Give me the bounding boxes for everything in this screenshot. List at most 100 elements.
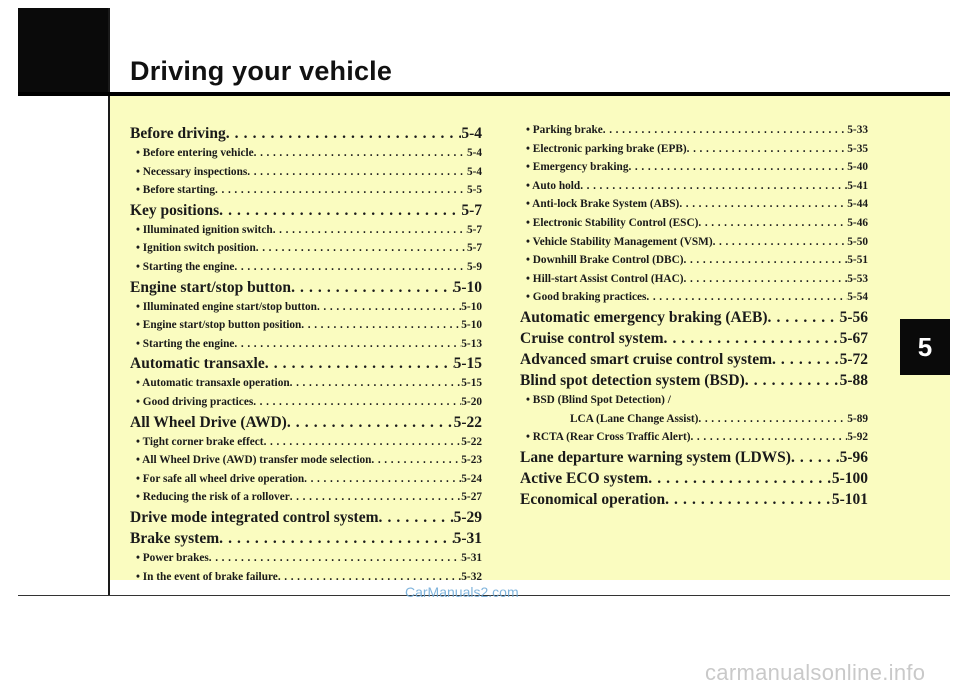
toc-page-number: 5-24	[461, 472, 482, 485]
toc-subsection-entry[interactable]: • Parking brake 5-33	[520, 121, 868, 140]
toc-subsection-entry[interactable]: • Before starting 5-5	[130, 181, 482, 200]
toc-section-entry[interactable]: Brake system 5-31	[130, 528, 482, 549]
toc-page-number: 5-29	[453, 508, 482, 526]
dot-leader	[768, 307, 840, 328]
toc-subsection-entry[interactable]: • Auto hold 5-41	[520, 177, 868, 196]
dot-leader	[745, 370, 840, 391]
toc-section-entry[interactable]: Blind spot detection system (BSD) 5-88	[520, 370, 868, 391]
toc-subsection-entry[interactable]: • Starting the engine 5-9	[130, 258, 482, 277]
toc-subsection-entry[interactable]: • Anti-lock Brake System (ABS) 5-44	[520, 195, 868, 214]
toc-entry-label: Lane departure warning system (LDWS)	[520, 448, 791, 466]
toc-page-number: 5-41	[847, 179, 868, 192]
toc-entry-label: Brake system	[130, 529, 220, 547]
toc-subsection-entry[interactable]: • Illuminated engine start/stop button 5-…	[130, 298, 482, 317]
toc-subsection-entry[interactable]: • Power brakes 5-31	[130, 549, 482, 568]
toc-subsection-entry[interactable]: • In the event of brake failure 5-32	[130, 568, 482, 587]
toc-subsection-entry[interactable]: • Electronic Stability Control (ESC) 5-46	[520, 214, 868, 233]
toc-subsection-entry[interactable]: • Downhill Brake Control (DBC) 5-51	[520, 251, 868, 270]
toc-entry-label: • Anti-lock Brake System (ABS)	[526, 198, 680, 211]
toc-subsection-entry[interactable]: • Necessary inspections 5-4	[130, 163, 482, 182]
toc-entry-label: • RCTA (Rear Cross Traffic Alert)	[526, 431, 691, 444]
toc-page-number: 5-5	[466, 184, 482, 197]
dot-leader	[684, 270, 848, 289]
toc-subsection-entry[interactable]: LCA (Lane Change Assist) 5-89	[520, 410, 868, 429]
toc-page-number: 5-10	[461, 300, 482, 313]
toc-subsection-entry[interactable]: • Before entering vehicle 5-4	[130, 144, 482, 163]
toc-subsection-entry[interactable]: • Electronic parking brake (EPB) 5-35	[520, 140, 868, 159]
dot-leader	[679, 195, 847, 214]
toc-entry-label: Advanced smart cruise control system	[520, 350, 772, 368]
dot-leader	[791, 447, 840, 468]
toc-section-entry[interactable]: Advanced smart cruise control system 5-72	[520, 349, 868, 370]
toc-subsection-entry[interactable]: • RCTA (Rear Cross Traffic Alert) 5-92	[520, 428, 868, 447]
toc-subsection-entry[interactable]: • Engine start/stop button position 5-10	[130, 316, 482, 335]
chapter-tab[interactable]: 5	[900, 319, 950, 375]
toc-entry-label: Cruise control system	[520, 329, 664, 347]
toc-page-number: 5-7	[466, 223, 482, 236]
dot-leader	[273, 221, 467, 240]
toc-entry-label: Blind spot detection system (BSD)	[520, 371, 745, 389]
toc-section-entry[interactable]: Active ECO system 5-100	[520, 468, 868, 489]
toc-page-number: 5-10	[453, 278, 482, 296]
toc-section-entry[interactable]: Cruise control system 5-67	[520, 328, 868, 349]
toc-section-entry[interactable]: Key positions 5-7	[130, 200, 482, 221]
toc-section-entry[interactable]: Economical operation 5-101	[520, 489, 868, 510]
toc-subsection-entry[interactable]: • Good driving practices 5-20	[130, 393, 482, 412]
toc-page-number: 5-46	[847, 216, 868, 229]
dot-leader	[698, 214, 847, 233]
toc-entry-label: All Wheel Drive (AWD)	[130, 413, 287, 431]
dot-leader	[290, 488, 462, 507]
toc-section-entry[interactable]: Drive mode integrated control system 5-29	[130, 507, 482, 528]
toc-section-entry[interactable]: Automatic transaxle 5-15	[130, 353, 482, 374]
toc-page-number: 5-7	[461, 201, 482, 219]
toc-subsection-entry[interactable]: • Reducing the risk of a rollover 5-27	[130, 488, 482, 507]
toc-section-entry[interactable]: Before driving 5-4	[130, 123, 482, 144]
toc-entry-label: • Emergency braking	[526, 161, 629, 174]
toc-page-number: 5-9	[466, 260, 482, 273]
toc-entry-label: • Electronic parking brake (EPB)	[526, 142, 687, 155]
dot-leader	[371, 451, 461, 470]
toc-subsection-entry[interactable]: • Ignition switch position 5-7	[130, 239, 482, 258]
toc-subsection-entry[interactable]: • Hill-start Assist Control (HAC) 5-53	[520, 270, 868, 289]
toc-entry-label: • Electronic Stability Control (ESC)	[526, 216, 699, 229]
toc-page-number: 5-20	[461, 395, 482, 408]
dot-leader	[226, 123, 462, 144]
dot-leader	[291, 277, 454, 298]
toc-section-entry[interactable]: Automatic emergency braking (AEB) 5-56	[520, 307, 868, 328]
toc-subsection-entry[interactable]: • Illuminated ignition switch 5-7	[130, 221, 482, 240]
toc-subsection-entry[interactable]: • Starting the engine 5-13	[130, 335, 482, 354]
toc-entry-label: • Before starting	[136, 184, 216, 197]
watermark[interactable]: CarManuals2.com	[405, 584, 519, 600]
dot-leader	[698, 410, 847, 429]
toc-subsection-entry[interactable]: • Automatic transaxle operation 5-15	[130, 374, 482, 393]
toc-subsection-entry[interactable]: • Vehicle Stability Management (VSM) 5-50	[520, 233, 868, 252]
toc-subsection-entry[interactable]: • Tight corner brake effect 5-22	[130, 433, 482, 452]
chapter-header-block	[18, 8, 109, 96]
dot-leader	[253, 393, 461, 412]
toc-entry-label: Drive mode integrated control system	[130, 508, 379, 526]
toc-page-number: 5-32	[461, 570, 482, 583]
toc-section-entry[interactable]: Lane departure warning system (LDWS) 5-96	[520, 447, 868, 468]
toc-page-number: 5-72	[839, 350, 868, 368]
toc-section-entry[interactable]: Engine start/stop button 5-10	[130, 277, 482, 298]
dot-leader	[264, 433, 462, 452]
toc-page-number: 5-15	[453, 355, 482, 373]
toc-subsection-entry[interactable]: • Good braking practices 5-54	[520, 288, 868, 307]
footer-watermark[interactable]: carmanualsonline.info	[705, 660, 926, 685]
toc-entry-label: • Vehicle Stability Management (VSM)	[526, 235, 713, 248]
dot-leader	[628, 158, 847, 177]
toc-page-number: 5-100	[831, 469, 868, 487]
toc-page-number: 5-67	[839, 329, 868, 347]
toc-entry-label: • Illuminated ignition switch	[136, 223, 273, 236]
dot-leader	[665, 489, 832, 510]
toc-subsection-entry[interactable]: • Emergency braking 5-40	[520, 158, 868, 177]
toc-entry-continued[interactable]: • BSD (Blind Spot Detection) /	[520, 391, 868, 410]
toc-subsection-entry[interactable]: • All Wheel Drive (AWD) transfer mode se…	[130, 451, 482, 470]
toc-entry-label: • Parking brake	[526, 124, 603, 136]
toc-page-number: 5-50	[847, 235, 868, 248]
toc-subsection-entry[interactable]: • For safe all wheel drive operation 5-24	[130, 470, 482, 489]
dot-leader	[603, 121, 848, 140]
toc-page-number: 5-15	[461, 377, 482, 390]
dot-leader	[684, 251, 848, 270]
toc-section-entry[interactable]: All Wheel Drive (AWD) 5-22	[130, 412, 482, 433]
